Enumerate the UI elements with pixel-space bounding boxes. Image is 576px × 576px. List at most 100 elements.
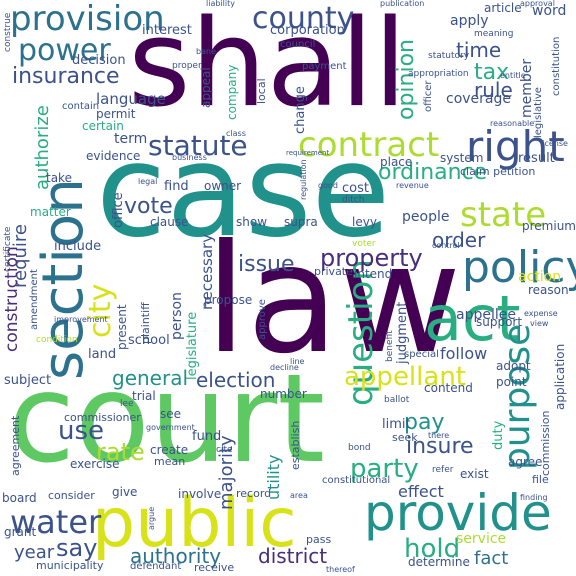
word-land: land xyxy=(88,347,117,362)
word-cost: cost xyxy=(342,181,369,196)
word-general: general xyxy=(112,366,189,390)
word-premium: premium xyxy=(522,219,576,233)
word-there: there xyxy=(428,431,450,440)
word-record: record xyxy=(236,487,272,500)
word-receive: receive xyxy=(194,561,235,574)
word-clause: clause xyxy=(150,215,189,229)
word-file: file xyxy=(532,473,549,486)
word-statute: statute xyxy=(148,129,248,162)
word-fact: fact xyxy=(474,548,509,569)
word-subject: subject xyxy=(4,373,52,388)
word-publication: publication xyxy=(380,0,425,8)
word-county: county xyxy=(252,1,355,36)
word-interest: interest xyxy=(142,23,192,38)
word-expense: expense xyxy=(524,309,558,318)
word-present: present xyxy=(115,304,129,350)
word-rate: rate xyxy=(96,438,145,466)
word-district: district xyxy=(258,544,328,568)
word-application: application xyxy=(553,343,567,410)
word-case: case xyxy=(96,117,391,266)
word-involve: involve xyxy=(178,487,222,501)
word-word: word xyxy=(532,3,567,19)
word-vote: vote xyxy=(124,194,173,219)
word-establish: establish xyxy=(289,420,302,470)
word-authority: authority xyxy=(130,544,222,568)
word-license: license xyxy=(540,139,568,148)
word-business: business xyxy=(172,153,207,162)
word-class: class xyxy=(226,129,246,138)
word-liability: liability xyxy=(206,0,235,8)
word-property: property xyxy=(320,244,423,272)
word-certificate: certificate xyxy=(3,226,13,272)
word-construe: construe xyxy=(3,12,13,52)
word-insurance: insurance xyxy=(12,64,120,89)
word-exercise: exercise xyxy=(70,457,120,471)
word-certain: certain xyxy=(82,119,124,133)
word-party: party xyxy=(350,454,419,484)
word-legislature: legislature xyxy=(185,311,200,380)
word-supra: supra xyxy=(284,215,318,229)
word-contain: contain xyxy=(62,101,100,112)
word-benefit: benefit xyxy=(385,330,395,362)
word-provision: provision xyxy=(10,0,165,39)
word-voter: voter xyxy=(352,239,376,249)
word-meaning: meaning xyxy=(474,29,514,39)
word-consider: consider xyxy=(48,489,95,502)
word-refer: refer xyxy=(432,465,454,475)
word-order: order xyxy=(432,228,486,252)
word-result: result xyxy=(518,151,555,166)
word-view: view xyxy=(530,319,549,328)
word-statutory: statutory xyxy=(428,51,470,61)
word-city: city xyxy=(83,283,118,338)
word-insure: insure xyxy=(406,434,474,459)
word-provide: provide xyxy=(364,484,552,542)
word-finding: finding xyxy=(520,493,548,502)
word-evidence: evidence xyxy=(86,149,141,163)
word-propose: propose xyxy=(204,293,253,307)
word-place: place xyxy=(380,155,413,169)
word-improvement: improvement xyxy=(54,315,108,324)
word-appellant: appellant xyxy=(344,362,466,392)
word-system: system xyxy=(440,151,484,165)
word-permit: permit xyxy=(96,107,136,121)
word-show: show xyxy=(236,215,268,229)
word-special: special xyxy=(404,349,439,360)
word-company: company xyxy=(225,64,239,120)
word-officer: officer xyxy=(423,80,434,112)
word-year: year xyxy=(14,542,55,563)
word-opinion: opinion xyxy=(394,39,419,120)
word-language: language xyxy=(96,90,166,108)
word-see: see xyxy=(160,407,182,421)
word-office: office xyxy=(111,192,126,228)
word-pass: pass xyxy=(306,533,332,546)
word-pay: pay xyxy=(404,410,445,435)
word-decision: decision xyxy=(72,53,126,68)
word-coverage: coverage xyxy=(446,91,511,107)
word-payment: payment xyxy=(302,61,347,72)
word-ditch: ditch xyxy=(342,195,365,205)
word-agreement: agreement xyxy=(9,415,22,476)
word-area: area xyxy=(290,491,308,500)
word-law: law xyxy=(205,213,462,387)
word-seek: seek xyxy=(392,431,418,444)
word-thereof: thereof xyxy=(326,565,355,574)
word-contract: contract xyxy=(298,125,440,165)
word-public: public xyxy=(92,484,297,563)
word-contend: contend xyxy=(424,381,473,395)
word-policy: policy xyxy=(462,242,576,293)
word-reasonable: reasonable xyxy=(490,119,535,128)
word-state: state xyxy=(460,195,547,235)
word-legislative: legislative xyxy=(533,87,544,138)
word-bond: bond xyxy=(348,443,371,453)
word-amendment: amendment xyxy=(29,269,40,330)
word-number: number xyxy=(260,387,307,401)
word-tax: tax xyxy=(474,60,510,85)
word-article: article xyxy=(484,1,522,15)
word-defendant: defendant xyxy=(130,561,182,572)
word-trial: trial xyxy=(132,389,156,403)
word-take: take xyxy=(46,171,72,185)
word-grant: grant xyxy=(4,525,37,539)
word-commissioner: commissioner xyxy=(64,411,141,424)
word-exist: exist xyxy=(460,467,489,481)
word-right: right xyxy=(466,122,565,171)
